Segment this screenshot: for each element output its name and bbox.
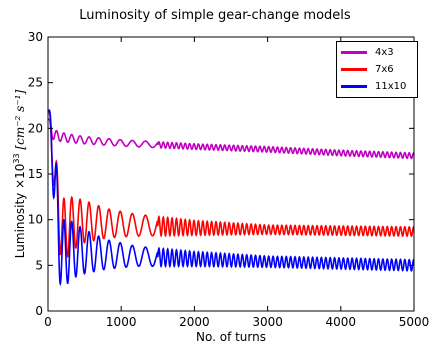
- y-axis-unit: [cm⁻² s⁻¹]: [13, 89, 27, 150]
- y-tick-label-20: 20: [28, 121, 43, 135]
- legend: 4x3 7x6 11x10: [336, 41, 418, 98]
- y-tick-label-30: 30: [28, 30, 43, 44]
- y-axis: 0 5 10 15 20 25 30: [28, 30, 414, 318]
- x-tick-label-5000: 5000: [399, 315, 430, 329]
- series-line-4x3: [47, 109, 415, 160]
- y-axis-label: Luminosity ×1033 [cm⁻² s⁻¹]: [12, 64, 27, 284]
- legend-swatch-4x3: [341, 51, 367, 54]
- legend-label-11x10: 11x10: [375, 81, 407, 92]
- series-layer: [47, 109, 415, 287]
- y-tick-label-25: 25: [28, 76, 43, 90]
- y-axis-exponent: 33: [12, 153, 21, 164]
- y-axis-scale: ×10: [13, 163, 27, 189]
- legend-label-7x6: 7x6: [375, 64, 394, 75]
- y-tick-label-15: 15: [28, 167, 43, 181]
- legend-swatch-7x6: [341, 68, 367, 71]
- y-tick-label-5: 5: [35, 258, 43, 272]
- series-line-7x6: [47, 118, 415, 258]
- x-tick-label-0: 0: [44, 315, 52, 329]
- x-axis: 0 1000 2000 3000 4000 5000: [44, 37, 429, 329]
- chart-title: Luminosity of simple gear-change models: [79, 8, 351, 23]
- y-tick-label-0: 0: [35, 304, 43, 318]
- legend-label-4x3: 4x3: [375, 47, 394, 58]
- legend-item-4x3: 4x3: [341, 44, 413, 61]
- legend-swatch-11x10: [341, 85, 367, 88]
- x-tick-label-4000: 4000: [326, 315, 357, 329]
- x-tick-label-1000: 1000: [106, 315, 137, 329]
- legend-item-7x6: 7x6: [341, 61, 413, 78]
- series-line-11x10: [47, 109, 415, 287]
- x-tick-label-2000: 2000: [179, 315, 210, 329]
- x-tick-label-3000: 3000: [252, 315, 283, 329]
- legend-item-11x10: 11x10: [341, 78, 413, 95]
- y-tick-label-10: 10: [28, 213, 43, 227]
- y-axis-label-text: Luminosity: [13, 192, 27, 259]
- x-axis-label: No. of turns: [195, 330, 266, 344]
